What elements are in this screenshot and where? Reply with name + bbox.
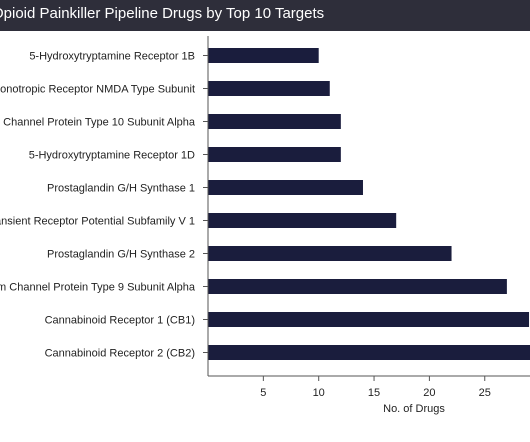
bar-1	[208, 48, 319, 63]
category-label-1: 5-Hydroxytryptamine Receptor 1B	[29, 51, 195, 63]
bar-9	[208, 312, 530, 327]
category-label-7: Prostaglandin G/H Synthase 2	[47, 249, 195, 261]
bar-chart: 5-Hydroxytryptamine Receptor 1B Ionotropi…	[0, 36, 530, 415]
category-label-5: Prostaglandin G/H Synthase 1	[47, 183, 195, 195]
category-label-2: Ionotropic Receptor NMDA Type Subunit	[0, 84, 195, 96]
category-label-10: Cannabinoid Receptor 2 (CB2)	[45, 348, 195, 360]
x-tick-label-15: 15	[368, 387, 380, 399]
x-tick-label-10: 10	[313, 387, 325, 399]
chart-title-bar: Opioid Painkiller Pipeline Drugs by Top …	[0, 0, 530, 31]
bar-4	[208, 147, 341, 162]
bar-2	[208, 81, 330, 96]
category-label-4: 5-Hydroxytryptamine Receptor 1D	[29, 150, 195, 162]
bar-7	[208, 246, 452, 261]
bar-10	[208, 345, 530, 360]
category-label-3: Sodium Channel Protein Type 10 Subunit A…	[0, 117, 196, 129]
bar-6	[208, 213, 397, 228]
category-label-9: Cannabinoid Receptor 1 (CB1)	[45, 315, 195, 327]
x-tick-label-20: 20	[423, 387, 435, 399]
bar-5	[208, 180, 363, 195]
x-tick-label-25: 25	[479, 387, 491, 399]
chart-title: Opioid Painkiller Pipeline Drugs by Top …	[0, 5, 325, 22]
category-label-6: Transient Receptor Potential Subfamily V…	[0, 216, 195, 228]
bar-3	[208, 114, 341, 129]
x-tick-label-5: 5	[260, 387, 266, 399]
bar-8	[208, 279, 507, 294]
category-label-8: Sodium Channel Protein Type 9 Subunit Al…	[0, 282, 196, 294]
x-axis-label: No. of Drugs	[383, 403, 445, 415]
